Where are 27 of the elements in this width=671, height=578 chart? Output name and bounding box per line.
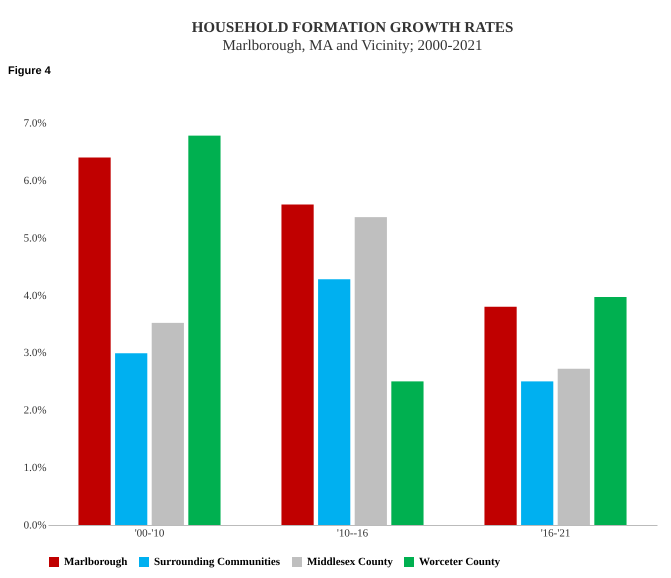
bar [188,136,221,525]
y-tick-label: 0.0% [24,520,46,532]
bar [318,279,350,525]
y-tick-label: 1.0% [24,462,46,474]
y-tick-label: 5.0% [24,232,46,244]
y-tick-label: 4.0% [24,290,46,302]
legend-label: Middlesex County [307,556,394,568]
y-tick-label: 3.0% [24,347,46,360]
bar [484,306,517,525]
y-tick-label: 2.0% [24,404,46,417]
chart-subtitle: Marlborough, MA and Vicinity; 2000-2021 [222,38,483,54]
y-tick-label: 7.0% [24,118,46,130]
y-tick-label: 6.0% [24,174,46,187]
x-tick-label: '00-'10 [134,528,165,540]
bar [78,157,111,525]
bar [594,297,627,525]
legend-label: Marlborough [64,556,128,568]
legend-label: Worceter County [419,556,501,568]
legend-label: Surrounding Communities [154,556,281,568]
x-tick-label: '16-'21 [540,528,570,540]
chart-title: HOUSEHOLD FORMATION GROWTH RATES [192,20,514,36]
bar [391,381,424,525]
bar [281,204,314,525]
caption: Figure 4 [8,65,52,77]
x-tick-label: '10--16 [336,528,369,540]
bar [115,353,148,525]
bar [521,381,554,525]
